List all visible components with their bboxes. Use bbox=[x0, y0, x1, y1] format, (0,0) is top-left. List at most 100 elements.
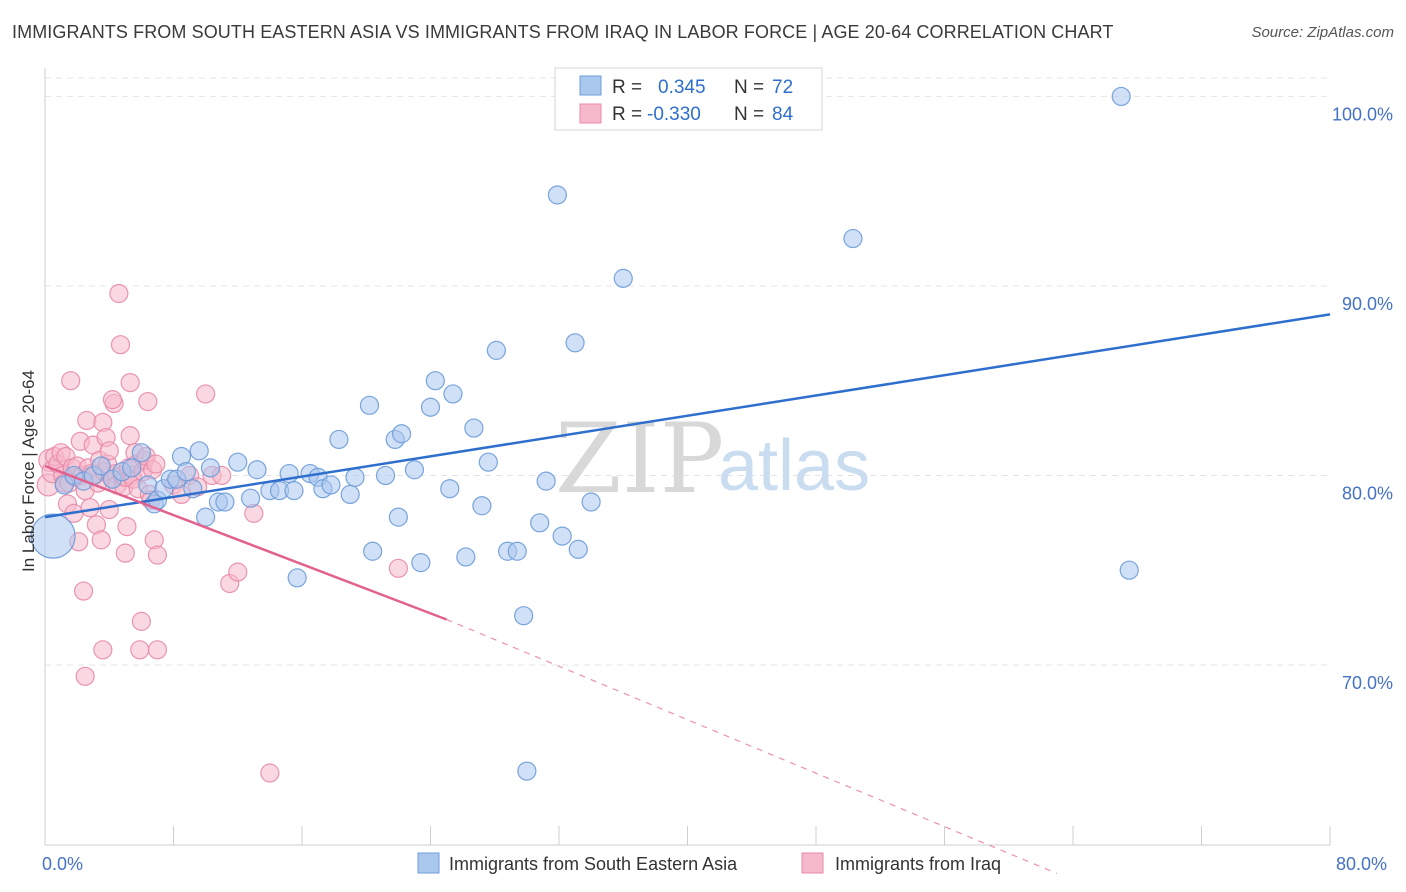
watermark-atlas: atlas bbox=[718, 426, 870, 506]
y-tick-labels: 70.0% 80.0% 90.0% 100.0% bbox=[1332, 104, 1393, 693]
data-point bbox=[122, 458, 142, 478]
chart-title: IMMIGRANTS FROM SOUTH EASTERN ASIA VS IM… bbox=[12, 22, 1114, 42]
data-point bbox=[93, 640, 113, 660]
legend-box: R = 0.345 N = 72 R = -0.330 N = 84 bbox=[554, 67, 823, 131]
legend-r-label-2: R = bbox=[612, 104, 642, 125]
data-point bbox=[196, 507, 216, 527]
data-point bbox=[321, 475, 341, 495]
data-point bbox=[61, 371, 81, 391]
data-point bbox=[110, 335, 131, 355]
legend-n-value-2: 84 bbox=[772, 104, 794, 125]
trend-line-pink-extension bbox=[446, 618, 1058, 874]
data-point bbox=[176, 462, 196, 482]
data-point bbox=[131, 443, 151, 463]
data-point bbox=[456, 547, 476, 567]
data-point bbox=[420, 397, 441, 417]
data-point bbox=[514, 606, 534, 626]
y-tick-label: 100.0% bbox=[1332, 104, 1393, 124]
data-point bbox=[115, 543, 135, 563]
x-tick-label-min: 0.0% bbox=[42, 854, 83, 874]
y-tick-label: 90.0% bbox=[1342, 294, 1393, 314]
data-point bbox=[530, 513, 550, 533]
data-point bbox=[189, 441, 209, 461]
data-point bbox=[440, 479, 460, 499]
data-point bbox=[146, 454, 166, 474]
data-point bbox=[260, 763, 280, 783]
data-point bbox=[359, 395, 380, 415]
data-point bbox=[363, 541, 383, 561]
data-point bbox=[30, 513, 76, 559]
data-point bbox=[102, 390, 123, 410]
data-point bbox=[228, 452, 248, 472]
data-point bbox=[147, 545, 168, 565]
data-point bbox=[486, 340, 506, 360]
legend-swatch-pink bbox=[579, 103, 602, 124]
y-axis-label: In Labor Force | Age 20-64 bbox=[19, 370, 38, 572]
bottom-legend-label-blue: Immigrants from South Eastern Asia bbox=[449, 854, 738, 874]
data-point bbox=[552, 526, 572, 546]
data-point bbox=[464, 418, 484, 438]
bottom-legend: Immigrants from South Eastern Asia Immig… bbox=[417, 852, 1001, 874]
data-point bbox=[75, 666, 95, 686]
bottom-legend-swatch-blue bbox=[417, 852, 440, 874]
data-point bbox=[375, 465, 396, 486]
data-point bbox=[77, 410, 97, 431]
data-point bbox=[120, 372, 140, 393]
data-point bbox=[507, 541, 527, 561]
data-point bbox=[138, 391, 158, 412]
data-point bbox=[411, 553, 431, 573]
y-tick-label: 80.0% bbox=[1342, 483, 1393, 503]
data-point bbox=[247, 460, 267, 480]
data-point bbox=[404, 460, 425, 480]
data-point bbox=[517, 761, 537, 781]
legend-r-label-1: R = bbox=[612, 77, 642, 98]
trend-line-pink bbox=[44, 464, 448, 621]
bottom-legend-swatch-pink bbox=[801, 852, 824, 874]
data-point bbox=[547, 185, 567, 205]
x-tick-marks bbox=[44, 826, 1331, 845]
data-point bbox=[565, 333, 585, 353]
x-tick-label-max: 80.0% bbox=[1336, 854, 1387, 874]
data-point bbox=[1111, 86, 1131, 107]
data-point bbox=[131, 611, 151, 631]
data-point bbox=[215, 492, 235, 512]
y-tick-label: 70.0% bbox=[1342, 673, 1393, 693]
data-point bbox=[536, 471, 556, 491]
data-point bbox=[287, 568, 307, 588]
data-point bbox=[391, 424, 412, 444]
legend-n-value-1: 72 bbox=[772, 77, 793, 98]
data-point bbox=[200, 458, 221, 478]
data-point bbox=[388, 558, 408, 578]
data-point bbox=[329, 429, 349, 450]
data-point bbox=[1119, 560, 1139, 580]
data-point bbox=[196, 384, 216, 404]
data-point bbox=[147, 640, 168, 660]
legend-r-value-2: -0.330 bbox=[647, 104, 701, 125]
legend-n-label-1: N = bbox=[734, 77, 764, 98]
data-point bbox=[472, 496, 492, 516]
data-point bbox=[109, 283, 129, 304]
chart-source: Source: ZipAtlas.com bbox=[1251, 24, 1394, 41]
data-point bbox=[73, 581, 94, 601]
data-point bbox=[284, 481, 304, 501]
data-point bbox=[120, 426, 140, 446]
bottom-legend-label-pink: Immigrants from Iraq bbox=[835, 854, 1001, 874]
data-point bbox=[568, 539, 588, 559]
legend-swatch-blue bbox=[579, 75, 602, 96]
data-point bbox=[91, 456, 111, 476]
data-point bbox=[425, 371, 445, 391]
data-point bbox=[340, 484, 360, 505]
data-point bbox=[478, 452, 498, 472]
data-point bbox=[443, 384, 463, 404]
data-point bbox=[581, 492, 601, 512]
data-point bbox=[613, 268, 633, 288]
data-point bbox=[99, 499, 119, 520]
data-point bbox=[91, 530, 111, 550]
data-point bbox=[241, 488, 261, 508]
data-point bbox=[843, 228, 863, 249]
data-point bbox=[99, 441, 119, 461]
data-point bbox=[130, 640, 150, 660]
legend-n-label-2: N = bbox=[734, 104, 764, 125]
data-point bbox=[80, 498, 100, 518]
